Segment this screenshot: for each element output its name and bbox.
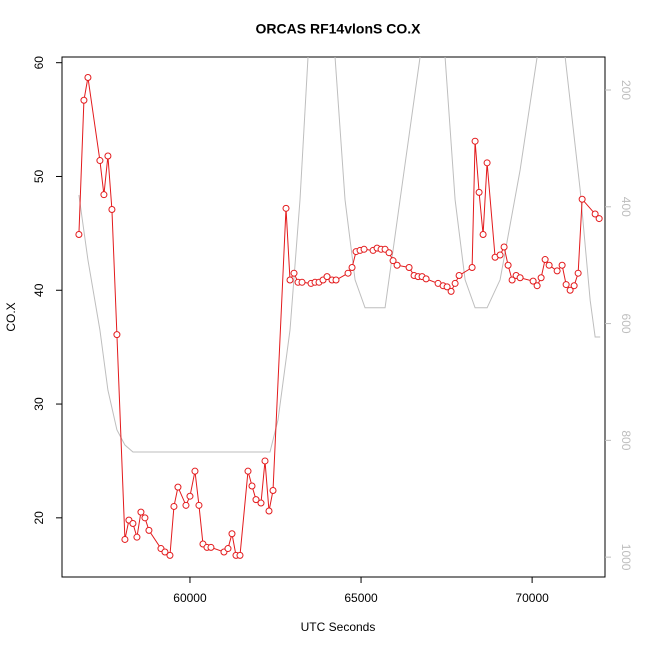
point	[529, 277, 537, 285]
point	[137, 508, 145, 516]
point	[248, 482, 256, 490]
x-tick-label: 60000	[173, 591, 207, 605]
point	[393, 261, 401, 269]
series-line	[78, 57, 601, 453]
y2-tick-label: 1000	[619, 544, 633, 571]
point	[508, 276, 516, 284]
point	[80, 96, 88, 104]
point	[500, 243, 508, 251]
point	[133, 533, 141, 541]
point	[578, 195, 586, 203]
point	[344, 269, 352, 277]
point	[191, 467, 199, 475]
point	[455, 271, 463, 279]
point	[166, 551, 174, 559]
point	[186, 492, 194, 500]
y2-tick-label: 800	[619, 430, 633, 450]
y2-tick-label: 600	[619, 314, 633, 334]
point	[385, 249, 393, 257]
point	[332, 276, 340, 284]
point	[468, 264, 476, 272]
point	[533, 282, 541, 290]
point	[113, 331, 121, 339]
point	[443, 283, 451, 291]
point	[570, 282, 578, 290]
point	[108, 205, 116, 213]
y-axis-label: CO.X	[4, 302, 18, 331]
point	[170, 502, 178, 510]
point	[195, 501, 203, 509]
point	[96, 157, 104, 165]
point	[252, 496, 260, 504]
point	[451, 279, 459, 287]
point	[591, 210, 599, 218]
point	[360, 245, 368, 253]
point	[553, 267, 561, 275]
point	[286, 276, 294, 284]
point	[298, 278, 306, 286]
y2-tick-label: 400	[619, 197, 633, 217]
point	[504, 261, 512, 269]
point	[228, 530, 236, 538]
point	[447, 287, 455, 295]
point	[323, 273, 331, 281]
point	[422, 275, 430, 283]
point	[562, 281, 570, 289]
point	[100, 191, 108, 199]
point	[174, 483, 182, 491]
y-tick-label: 30	[32, 397, 46, 411]
point	[516, 274, 524, 282]
point	[141, 514, 149, 522]
y2-tick-label: 200	[619, 80, 633, 100]
point	[282, 204, 290, 212]
point	[537, 274, 545, 282]
point	[483, 159, 491, 167]
point	[244, 467, 252, 475]
point	[121, 535, 129, 543]
point	[236, 551, 244, 559]
point	[104, 152, 112, 160]
point	[479, 231, 487, 239]
point	[207, 543, 215, 551]
point	[224, 545, 232, 553]
chart-title: ORCAS RF14vlonS CO.X	[256, 21, 422, 37]
point	[475, 188, 483, 196]
point	[84, 73, 92, 81]
point	[161, 548, 169, 556]
x-axis-label: UTC Seconds	[301, 620, 376, 634]
point	[182, 501, 190, 509]
y-tick-label: 20	[32, 511, 46, 525]
series-line	[78, 77, 600, 557]
point	[269, 487, 277, 495]
y-tick-label: 40	[32, 283, 46, 297]
x-tick-label: 70000	[515, 591, 549, 605]
point	[145, 526, 153, 534]
point	[541, 256, 549, 264]
point	[566, 286, 574, 294]
point	[595, 215, 603, 223]
plot-frame	[61, 56, 606, 578]
point	[574, 269, 582, 277]
y-tick-label: 50	[32, 169, 46, 183]
point	[75, 231, 83, 239]
point	[129, 520, 137, 528]
point	[545, 261, 553, 269]
point	[257, 499, 265, 507]
point	[265, 507, 273, 515]
point	[496, 251, 504, 259]
point	[471, 137, 479, 145]
point	[290, 269, 298, 277]
point	[348, 264, 356, 272]
point	[261, 457, 269, 465]
point	[389, 257, 397, 265]
point	[558, 261, 566, 269]
x-tick-label: 65000	[344, 591, 378, 605]
y-tick-label: 60	[32, 56, 46, 70]
point	[405, 264, 413, 272]
